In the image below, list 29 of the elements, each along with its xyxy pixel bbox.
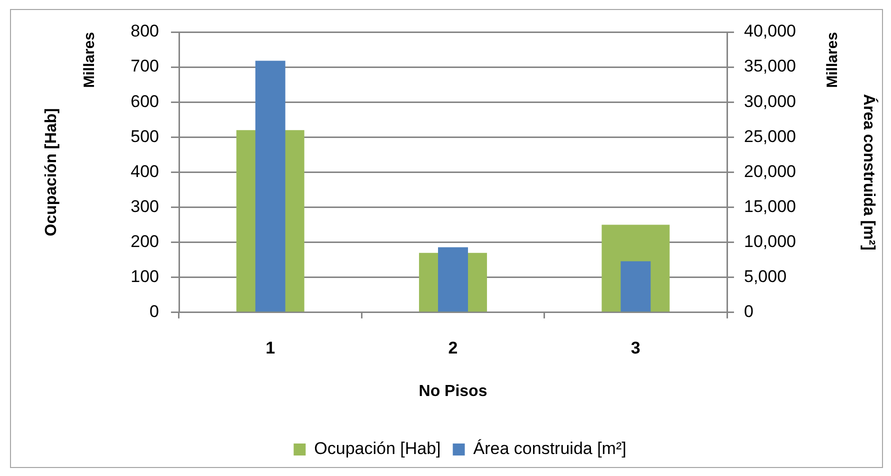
y-tick-label: 700: [130, 56, 159, 76]
y-tick-label: 400: [130, 162, 159, 181]
y-tick-label: 300: [130, 196, 159, 216]
x-tick-label: 3: [630, 338, 640, 358]
y2-tick-label: 15,000: [744, 196, 796, 216]
bar: [620, 261, 651, 312]
legend-label: Área construida [m²]: [473, 439, 626, 458]
y-tick-label: 500: [130, 126, 159, 146]
y2-tick-label: 40,000: [744, 22, 796, 41]
y-axis-title: Ocupación [Hab]: [43, 108, 60, 236]
y2-tick-label: 25,000: [744, 126, 796, 146]
x-tick-label: 1: [266, 338, 276, 358]
y2-axis-title: Área construida [m²]: [860, 94, 879, 250]
y2-tick-label: 10,000: [744, 232, 796, 251]
y2-tick-label: 30,000: [744, 92, 796, 111]
x-tick-label: 2: [448, 338, 458, 358]
legend-label: Ocupación [Hab]: [314, 439, 441, 458]
text: Millares: [824, 32, 842, 88]
text: Millares: [81, 32, 98, 88]
y2-tick-label: 20,000: [744, 162, 796, 181]
y2-tick-label: 0: [744, 302, 754, 322]
y-tick-label: 600: [130, 92, 159, 111]
y-tick-label: 0: [150, 302, 159, 322]
y-tick-label: 200: [130, 232, 159, 251]
x-axis-title: No Pisos: [418, 382, 488, 400]
y2-tick-label: 5,000: [744, 267, 787, 286]
y-tick-label: 100: [130, 267, 159, 286]
y-tick-label: 800: [130, 22, 159, 41]
y2-tick-label: 35,000: [744, 56, 796, 76]
